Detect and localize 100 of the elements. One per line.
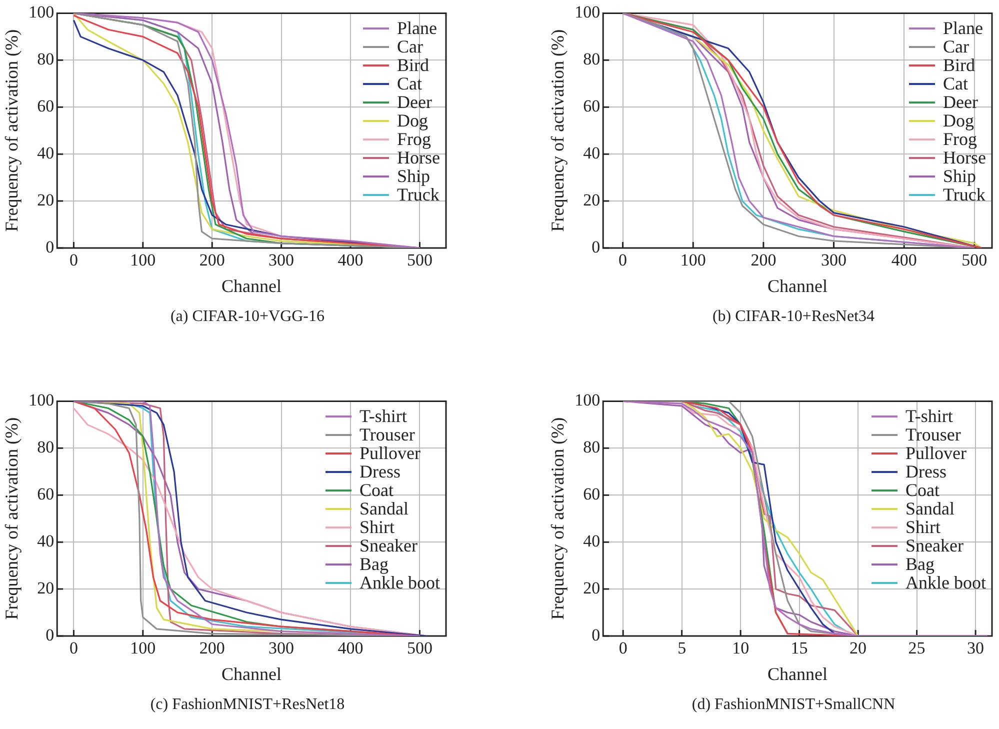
y-tick-label: 40 [37, 532, 54, 551]
legend-label: Plane [397, 18, 438, 38]
legend-label: Ankle boot [906, 572, 986, 593]
x-tick-label: 300 [268, 250, 294, 270]
x-tick-label: 20 [850, 638, 867, 658]
legend-label: Frog [397, 129, 432, 150]
x-tick-label: 15 [790, 638, 808, 658]
y-axis-title: Frequency of activation (%) [548, 29, 568, 232]
x-axis-title: Channel [222, 276, 282, 296]
text: (d) FashionMNIST+SmallCNN [690, 696, 896, 714]
legend-label: Ship [943, 166, 976, 186]
y-tick-label: 100 [28, 390, 54, 410]
x-axis-title: Channel [768, 664, 828, 684]
y-tick-label: 20 [583, 190, 600, 210]
legend-label: Ship [397, 166, 430, 186]
y-tick-label: 80 [583, 50, 600, 69]
legend-label: Trouser [360, 424, 415, 445]
legend-label: Coat [906, 480, 940, 500]
y-tick-label: 20 [583, 578, 600, 598]
y-tick-label: 60 [37, 96, 54, 116]
legend-label: Dress [360, 462, 401, 482]
legend-label: Truck [943, 184, 986, 205]
y-tick-label: 100 [574, 390, 600, 410]
x-tick-label: 500 [406, 250, 432, 270]
x-tick-label: 100 [130, 638, 156, 658]
legend-label: Dress [906, 462, 947, 482]
x-axis-title: Channel [222, 664, 282, 684]
y-tick-label: 0 [46, 237, 54, 256]
y-axis-title: Frequency of activation (%) [2, 417, 22, 620]
x-tick-label: 100 [680, 250, 706, 270]
legend-label: Horse [397, 148, 440, 168]
legend-label: Deer [397, 92, 432, 112]
legend-label: Dog [397, 110, 428, 131]
x-tick-label: 100 [130, 250, 156, 270]
x-tick-label: 0 [618, 250, 628, 270]
text: (c) FashionMNIST+ResNet18 [149, 696, 346, 714]
legend-label: Car [397, 36, 424, 57]
x-tick-label: 25 [908, 638, 926, 658]
legend-label: Truck [397, 184, 440, 205]
legend-label: Frog [943, 129, 978, 150]
legend-label: Cat [943, 74, 968, 94]
legend-label: Shirt [906, 517, 941, 538]
text: (b) CIFAR-10+ResNet34 [711, 308, 876, 326]
x-tick-label: 400 [338, 250, 364, 270]
legend-label: Shirt [360, 517, 395, 538]
y-tick-label: 40 [583, 532, 600, 551]
x-tick-label: 200 [199, 250, 225, 270]
y-tick-label: 0 [46, 625, 54, 644]
text: (a) CIFAR-10+VGG-16 [169, 308, 326, 326]
x-tick-label: 300 [821, 250, 847, 270]
x-tick-label: 0 [69, 250, 78, 270]
y-tick-label: 0 [592, 625, 600, 644]
x-tick-label: 500 [406, 638, 432, 658]
y-tick-label: 100 [574, 2, 600, 22]
legend-label: Horse [943, 148, 986, 168]
legend-label: Cat [397, 74, 422, 94]
y-tick-label: 100 [28, 2, 54, 22]
legend-label: T-shirt [906, 406, 953, 426]
y-tick-label: 40 [37, 144, 54, 163]
legend-label: Sneaker [906, 536, 964, 556]
x-tick-label: 200 [750, 250, 776, 270]
legend-label: Car [943, 36, 970, 57]
y-axis-title: Frequency of activation (%) [2, 29, 22, 232]
y-tick-label: 60 [37, 484, 54, 504]
legend-label: Bird [943, 55, 976, 76]
legend-label: Deer [943, 92, 978, 112]
y-tick-label: 80 [37, 438, 54, 457]
x-tick-label: 10 [732, 638, 750, 658]
legend-label: Sneaker [360, 536, 418, 556]
x-tick-label: 0 [69, 638, 78, 658]
legend-label: Plane [943, 18, 984, 38]
legend-label: Bag [360, 554, 389, 574]
legend-label: Pullover [360, 443, 421, 464]
x-tick-label: 400 [891, 250, 917, 270]
legend-label: Coat [360, 480, 394, 500]
x-tick-label: 500 [962, 250, 988, 270]
x-tick-label: 0 [618, 638, 628, 658]
legend-label: T-shirt [360, 406, 407, 426]
y-tick-label: 80 [37, 50, 54, 69]
legend-label: Bag [906, 554, 935, 574]
legend-label: Trouser [906, 424, 961, 445]
y-tick-label: 60 [583, 484, 600, 504]
legend-label: Sandal [360, 498, 409, 519]
x-tick-label: 400 [338, 638, 364, 658]
legend-label: Pullover [906, 443, 967, 464]
legend-label: Dog [943, 110, 974, 131]
x-tick-label: 200 [199, 638, 225, 658]
x-tick-label: 300 [268, 638, 294, 658]
legend-label: Bird [397, 55, 430, 76]
x-tick-label: 30 [967, 638, 984, 658]
y-tick-label: 60 [583, 96, 600, 116]
y-tick-label: 0 [592, 237, 600, 256]
y-tick-label: 80 [583, 438, 600, 457]
y-tick-label: 20 [37, 578, 54, 598]
legend-label: Ankle boot [360, 572, 440, 593]
x-tick-label: 5 [678, 638, 686, 658]
y-axis-title: Frequency of activation (%) [548, 417, 568, 620]
y-tick-label: 20 [37, 190, 54, 210]
legend-label: Sandal [906, 498, 955, 519]
x-axis-title: Channel [768, 276, 828, 296]
